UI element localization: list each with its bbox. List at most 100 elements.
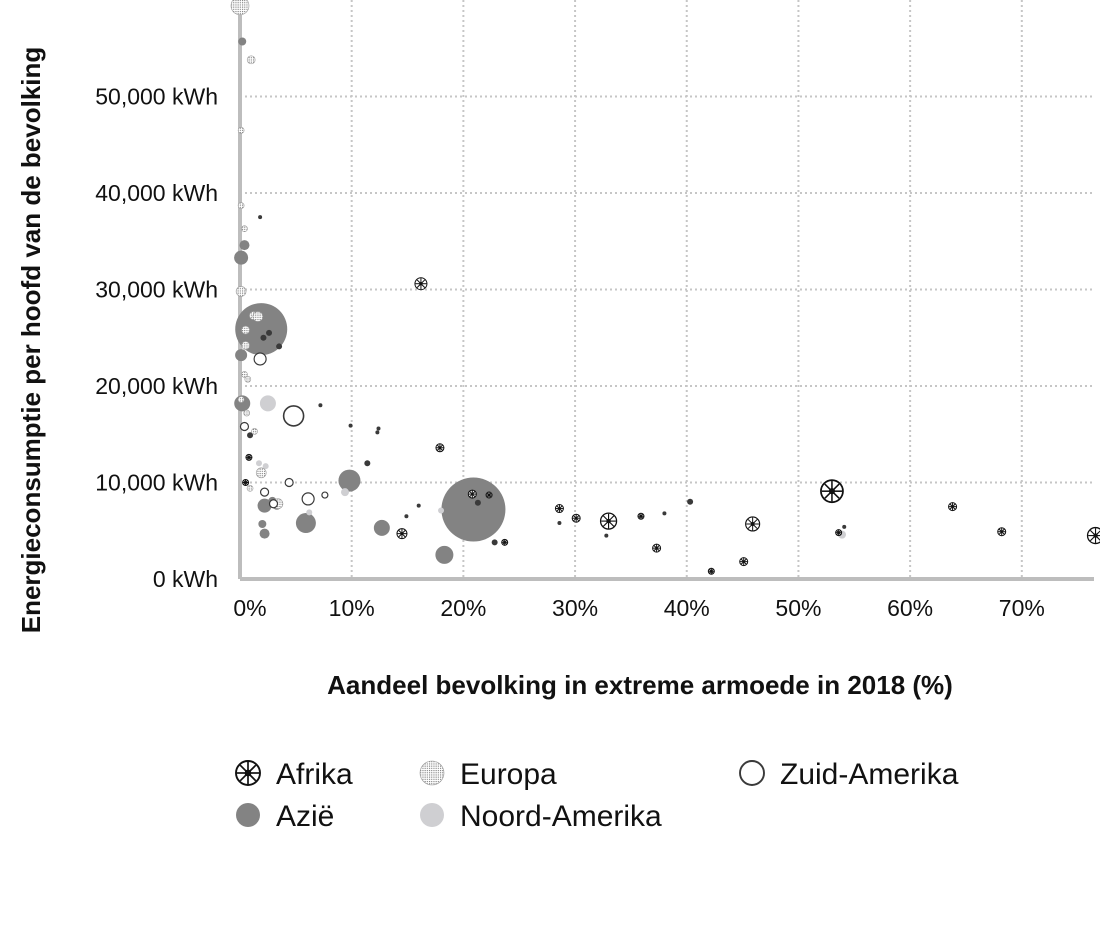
legend-marker-asia: [236, 803, 260, 827]
data-point-asia: [276, 343, 283, 350]
data-point-asia: [235, 349, 248, 362]
legend-label-europe: Europa: [460, 758, 557, 791]
data-point-asia: [266, 329, 273, 336]
data-point-asia: [239, 240, 250, 251]
y-tick-label: 0 kWh: [153, 566, 218, 592]
data-point-asia: [234, 250, 249, 265]
data-point-asia: [375, 430, 380, 435]
data-point-south-america: [321, 491, 329, 499]
grid: [240, 0, 1092, 579]
data-point-asia: [348, 423, 353, 428]
legend-label-south-america: Zuid-Amerika: [780, 758, 959, 791]
data-point-europe: [246, 55, 256, 65]
data-point-asia: [435, 545, 454, 564]
data-point-asia: [318, 403, 323, 408]
data-point-africa: [820, 479, 844, 504]
data-point-europe: [255, 467, 267, 479]
data-point-europe: [241, 325, 250, 335]
data-point-north-america: [340, 488, 349, 497]
legend-item-north-america: Noord-Amerika: [420, 800, 662, 833]
x-tick-label: 50%: [775, 595, 821, 621]
data-point-europe: [244, 375, 252, 383]
data-point-north-america: [259, 395, 276, 412]
x-tick-label: 0%: [233, 595, 266, 621]
data-point-africa: [637, 512, 645, 520]
data-point-north-america: [262, 463, 269, 470]
x-tick-labels: 0% 10% 20% 30% 40% 50% 60% 70%: [233, 595, 1044, 621]
data-point-europe: [235, 286, 247, 297]
data-point-asia: [259, 528, 270, 539]
y-tick-label: 10,000 kWh: [95, 470, 218, 496]
y-axis-title: Energieconsumptie per hoofd van de bevol…: [16, 47, 46, 634]
data-point-north-america: [255, 460, 262, 467]
legend-label-asia: Azië: [276, 800, 334, 833]
legend-item-asia: Azië: [236, 800, 334, 833]
data-point-africa: [1086, 526, 1100, 545]
x-tick-label: 40%: [664, 595, 710, 621]
data-point-europe: [237, 396, 245, 403]
x-tick-label: 30%: [552, 595, 598, 621]
data-point-africa: [242, 479, 250, 486]
legend-label-north-america: Noord-Amerika: [460, 800, 662, 833]
data-point-asia: [662, 511, 667, 516]
data-point-asia: [604, 533, 609, 538]
data-point-africa: [501, 538, 509, 546]
x-tick-label: 60%: [887, 595, 933, 621]
data-point-africa: [485, 491, 493, 499]
data-point-north-america: [306, 509, 313, 516]
y-tick-label: 40,000 kWh: [95, 180, 218, 206]
data-point-asia: [404, 514, 409, 519]
y-tick-label: 30,000 kWh: [95, 277, 218, 303]
x-axis-title: Aandeel bevolking in extreme armoede in …: [327, 670, 953, 700]
data-point-asia: [687, 498, 694, 505]
data-point-africa: [414, 277, 428, 291]
data-point-asia: [235, 303, 288, 356]
y-tick-label: 20,000 kWh: [95, 373, 218, 399]
data-point-africa: [707, 567, 715, 575]
legend-marker-africa: [235, 760, 261, 786]
data-point-africa: [652, 543, 662, 553]
data-point-asia: [258, 519, 267, 528]
legend-marker-europe: [419, 760, 445, 786]
data-point-africa: [599, 512, 618, 530]
data-point-asia: [258, 215, 263, 220]
data-point-europe: [237, 126, 245, 134]
data-points: [230, 0, 1100, 575]
x-tick-label: 20%: [440, 595, 486, 621]
data-point-south-america: [282, 405, 305, 427]
data-point-europe: [241, 341, 250, 350]
data-point-asia: [441, 477, 506, 542]
data-point-africa: [739, 557, 749, 567]
legend-label-africa: Afrika: [276, 758, 353, 791]
data-point-africa: [554, 504, 564, 514]
data-point-africa: [745, 516, 761, 532]
legend-marker-south-america: [739, 760, 765, 786]
data-point-africa: [245, 453, 253, 461]
data-point-africa: [997, 527, 1007, 537]
data-point-europe: [251, 428, 258, 435]
data-point-asia: [376, 426, 381, 431]
data-point-europe: [243, 409, 251, 417]
data-point-africa: [835, 529, 843, 537]
data-point-asia: [238, 37, 247, 46]
data-point-europe: [246, 484, 254, 492]
data-point-south-america: [259, 487, 270, 497]
data-point-asia: [842, 524, 847, 529]
data-point-europe: [252, 311, 264, 322]
data-point-asia: [295, 513, 316, 534]
data-point-south-america: [253, 352, 267, 366]
x-tick-label: 70%: [999, 595, 1045, 621]
data-point-africa: [467, 489, 477, 499]
data-point-europe: [241, 371, 248, 378]
data-point-europe: [230, 0, 250, 16]
data-point-asia: [260, 334, 267, 341]
data-point-asia: [557, 521, 562, 526]
y-tick-labels: 0 kWh 10,000 kWh 20,000 kWh 30,000 kWh 40,00…: [95, 84, 218, 593]
y-tick-label: 50,000 kWh: [95, 84, 218, 110]
legend-item-south-america: Zuid-Amerika: [739, 758, 959, 791]
data-point-asia: [491, 539, 498, 546]
data-point-africa: [435, 443, 445, 453]
data-point-south-america: [301, 492, 315, 506]
legend: Afrika Europa Azië Noord-Amerika Zuid-Amerik…: [235, 758, 959, 833]
